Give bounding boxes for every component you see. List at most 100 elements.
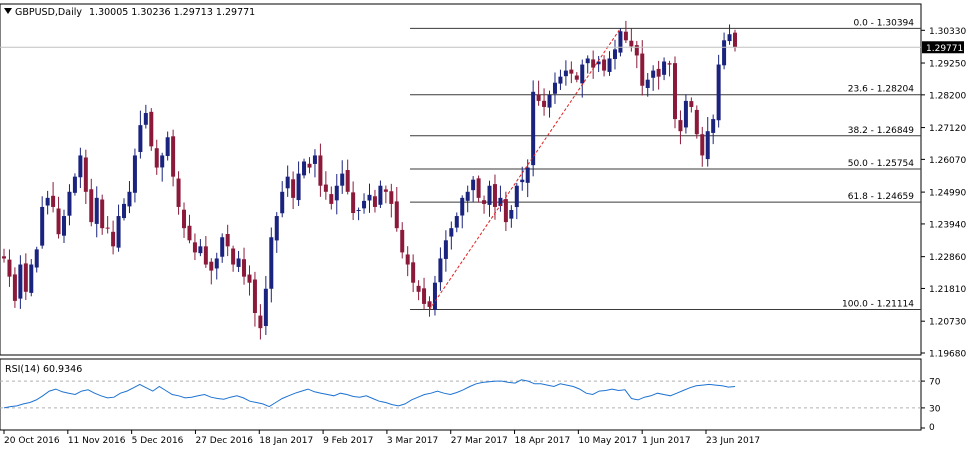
candle-body xyxy=(252,279,257,314)
candle-body xyxy=(171,136,176,177)
fib-trend-line xyxy=(429,28,621,310)
candle-body xyxy=(165,137,170,156)
candle-body xyxy=(154,148,159,168)
candle-body xyxy=(689,101,694,107)
candle-body xyxy=(383,189,388,192)
candle-body xyxy=(122,203,127,219)
candle-body xyxy=(596,61,601,65)
candle-body xyxy=(432,282,437,310)
price-axis: 1.30330 1.29250 1.28200 1.27120 1.26070 1.249… xyxy=(921,27,966,360)
candle-body xyxy=(56,208,61,235)
candle-body xyxy=(247,274,252,283)
candle-body xyxy=(727,34,732,42)
candle-body xyxy=(340,173,345,186)
time-tick-label: 10 May 2017 xyxy=(578,436,637,446)
rsi-tick-label: 0 xyxy=(929,423,935,433)
candle-body xyxy=(612,49,617,60)
candle-body xyxy=(214,258,219,269)
fib-level-label: 50.0 - 1.25754 xyxy=(848,159,914,169)
candle-body xyxy=(503,199,508,223)
candle-body xyxy=(498,197,503,206)
candle-body xyxy=(405,254,410,265)
candle-body xyxy=(67,191,72,216)
candle-body xyxy=(323,184,328,192)
fib-level-label: 0.0 - 1.30394 xyxy=(854,18,915,28)
candle-body xyxy=(280,191,285,214)
current-price-box xyxy=(922,41,964,54)
candle-body xyxy=(351,192,356,214)
candle-body xyxy=(312,155,317,164)
candle-body xyxy=(520,179,525,183)
symbol-label: GBPUSD,Daily xyxy=(15,7,82,18)
price-tick-label: 1.23940 xyxy=(929,220,966,230)
candle-body xyxy=(454,216,459,228)
current-price-tag: 1.29771 xyxy=(0,41,964,54)
price-tick-label: 1.29250 xyxy=(929,60,966,70)
candle-body xyxy=(40,206,45,246)
candle-body xyxy=(176,178,181,207)
candle-body xyxy=(662,61,667,75)
candle-body xyxy=(449,228,454,237)
time-tick-label: 9 Feb 2017 xyxy=(323,436,373,446)
candle-body xyxy=(116,216,121,248)
candle-body xyxy=(460,197,465,216)
candle-body xyxy=(111,231,116,247)
candle-body xyxy=(672,63,677,120)
candle-body xyxy=(127,191,132,207)
rsi-label: RSI(14) 60.9346 xyxy=(5,364,82,375)
candle-body xyxy=(78,155,83,178)
candle-body xyxy=(12,274,17,301)
price-tick-label: 1.24990 xyxy=(929,189,966,199)
candle-body xyxy=(367,194,372,201)
candle-body xyxy=(231,248,236,265)
candle-body xyxy=(132,155,137,193)
candle-body xyxy=(563,70,568,77)
candle-body xyxy=(29,264,34,293)
candle-body xyxy=(651,70,656,78)
candle-body xyxy=(334,185,339,201)
candle-body xyxy=(482,200,487,204)
candle-body xyxy=(329,194,334,204)
candle-body xyxy=(536,94,541,101)
candle-body xyxy=(182,209,187,229)
price-tick-label: 1.28200 xyxy=(929,91,966,101)
candle-body xyxy=(705,131,710,160)
fib-level-label: 38.2 - 1.26849 xyxy=(848,126,914,136)
candle-body xyxy=(607,58,612,72)
candle-body xyxy=(94,197,99,224)
candle-body xyxy=(83,157,88,192)
candle-body xyxy=(198,246,203,254)
candle-body xyxy=(694,109,699,135)
fib-level-label: 23.6 - 1.28204 xyxy=(848,85,914,95)
candle-body xyxy=(209,261,214,271)
candle-body xyxy=(629,40,634,47)
candle-body xyxy=(443,240,448,259)
price-tick-label: 1.27120 xyxy=(929,124,966,134)
candle-body xyxy=(585,58,590,64)
candle-body xyxy=(623,31,628,41)
rsi-tick-label: 30 xyxy=(929,404,941,414)
candle-body xyxy=(416,285,421,292)
candle-body xyxy=(667,63,672,65)
candle-body xyxy=(602,59,607,71)
time-tick-label: 18 Jan 2017 xyxy=(259,436,313,446)
fib-level-label: 100.0 - 1.21114 xyxy=(842,300,914,310)
candle-body xyxy=(514,185,519,208)
candle-body xyxy=(471,179,476,191)
candle-body xyxy=(203,246,208,265)
candle-body xyxy=(591,59,596,68)
candle-body xyxy=(100,199,105,229)
candle-body xyxy=(45,197,50,206)
time-tick-label: 27 Dec 2016 xyxy=(195,436,253,446)
rsi-tick-label: 70 xyxy=(929,378,941,388)
candle-body xyxy=(263,288,268,327)
candles xyxy=(2,20,737,340)
candle-body xyxy=(552,82,557,94)
candle-body xyxy=(509,209,514,219)
candle-body xyxy=(618,31,623,53)
trend-line xyxy=(429,28,621,310)
price-tick-label: 1.22860 xyxy=(929,253,966,263)
candle-body xyxy=(547,94,552,108)
candle-body xyxy=(149,111,154,147)
